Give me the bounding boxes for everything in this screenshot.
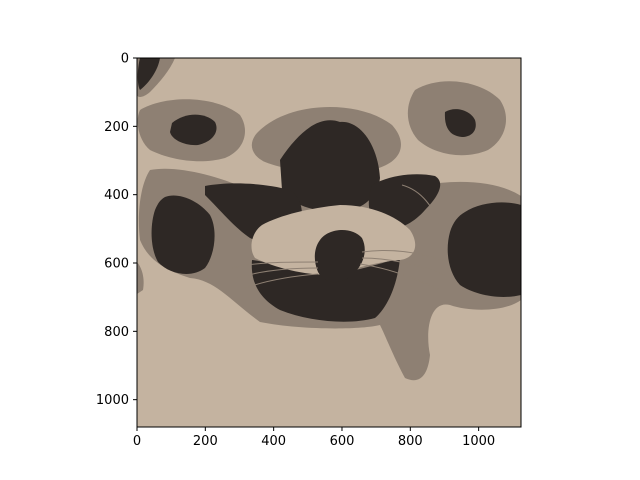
dark-regions bbox=[137, 58, 521, 322]
x-tick-label: 0 bbox=[133, 434, 141, 449]
y-tick-label: 200 bbox=[104, 120, 129, 135]
axes-frame bbox=[136, 57, 522, 428]
image-plot bbox=[137, 58, 521, 427]
y-tick-label: 400 bbox=[104, 188, 129, 203]
y-tick-label: 800 bbox=[104, 325, 129, 340]
nose-region bbox=[314, 229, 365, 283]
x-tick-label: 200 bbox=[193, 434, 218, 449]
y-tick-label: 1000 bbox=[96, 393, 129, 408]
x-tick-label: 400 bbox=[261, 434, 286, 449]
y-tick-label: 600 bbox=[104, 257, 129, 272]
whiskers bbox=[231, 184, 449, 291]
x-tick-label: 1000 bbox=[462, 434, 495, 449]
y-axis: 0 200 400 600 800 1000 bbox=[96, 52, 137, 408]
y-tick-label: 0 bbox=[121, 52, 129, 67]
x-axis: 0 200 400 600 800 1000 bbox=[133, 427, 495, 449]
x-tick-label: 800 bbox=[398, 434, 423, 449]
x-tick-label: 600 bbox=[330, 434, 355, 449]
